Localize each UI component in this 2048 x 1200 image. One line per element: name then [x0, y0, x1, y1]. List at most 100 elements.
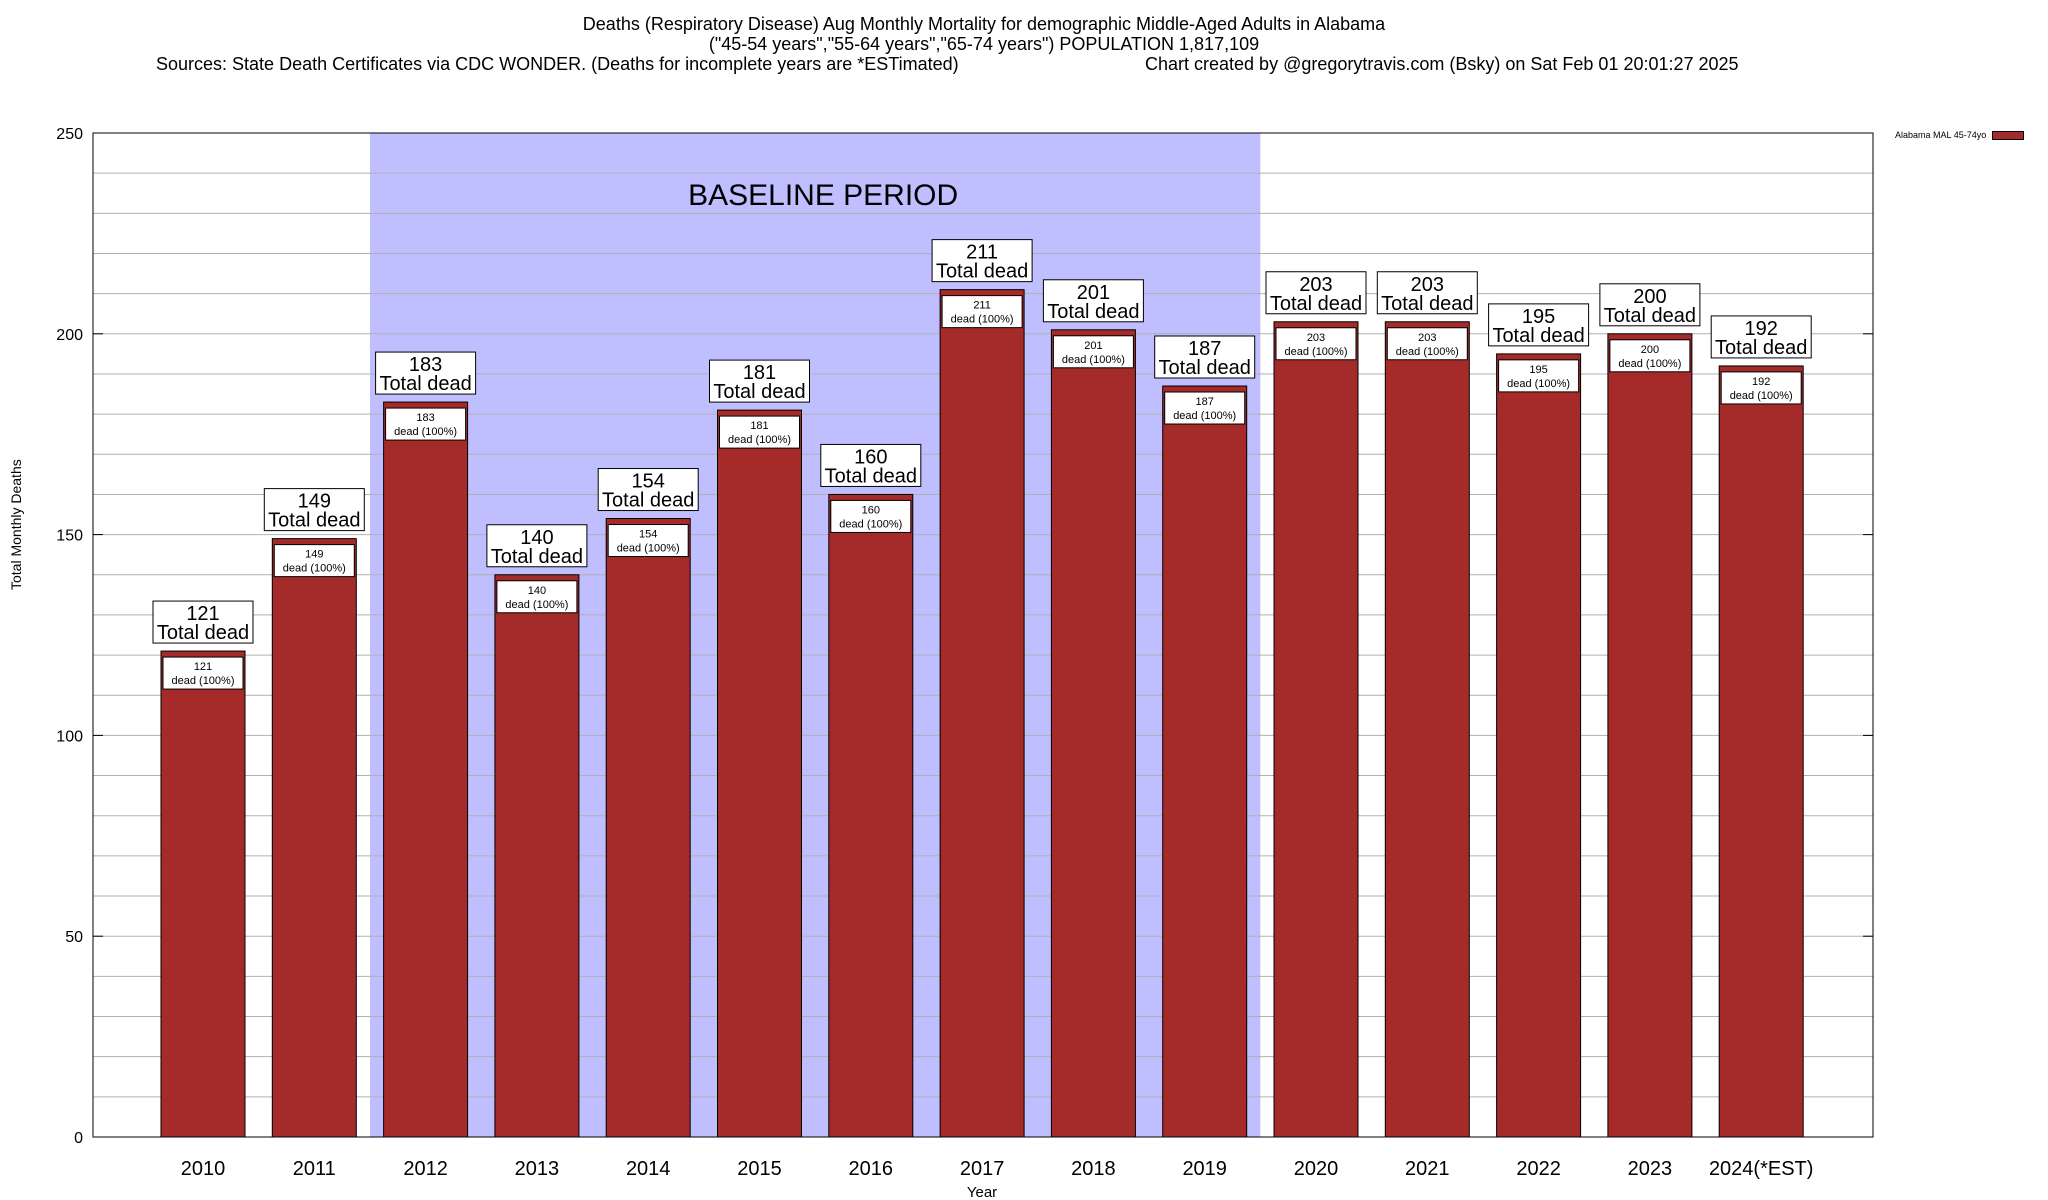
- x-tick-label: 2019: [1182, 1158, 1227, 1180]
- top-label-text: Total dead: [379, 373, 471, 395]
- top-label-value: 201: [1077, 282, 1110, 304]
- inner-label-text: dead (100%): [617, 543, 680, 555]
- top-label-box: [709, 359, 810, 403]
- inner-label-value: 200: [1641, 344, 1659, 356]
- x-tick-label: 2016: [849, 1158, 894, 1180]
- inner-label-box: [830, 499, 912, 533]
- top-label-value: 181: [743, 362, 776, 384]
- top-label-text: Total dead: [936, 261, 1028, 283]
- top-label-text: Total dead: [1381, 293, 1473, 315]
- x-tick-label: 2021: [1405, 1158, 1450, 1180]
- legend-label: Alabama MAL 45-74yo: [1895, 130, 1987, 140]
- bar: [271, 538, 357, 1138]
- inner-label-value: 121: [194, 661, 212, 673]
- inner-label-text: dead (100%): [1062, 354, 1125, 366]
- inner-label-box: [1498, 359, 1580, 393]
- top-label-value: 149: [298, 491, 331, 513]
- inner-label-text: dead (100%): [1396, 346, 1459, 358]
- y-tick-label: 150: [56, 528, 83, 545]
- inner-label-value: 140: [528, 585, 546, 597]
- top-label-text: Total dead: [157, 622, 249, 644]
- inner-label-value: 154: [639, 529, 657, 541]
- bar: [828, 493, 914, 1138]
- bar: [1384, 321, 1470, 1138]
- title-line-2: ("45-54 years","55-64 years","65-74 year…: [708, 34, 1260, 54]
- top-label-text: Total dead: [1159, 357, 1251, 379]
- plot-frame: [92, 132, 1874, 1138]
- legend-swatch: [1992, 130, 2025, 140]
- top-label-box: [152, 600, 254, 644]
- top-label-value: 187: [1188, 338, 1221, 360]
- chart-title: Deaths (Respiratory Disease) Aug Monthly…: [0, 14, 1968, 74]
- inner-label-box: [941, 295, 1023, 329]
- top-label-text: Total dead: [1270, 293, 1362, 315]
- top-label-box: [1376, 271, 1478, 315]
- inner-label-box: [1275, 327, 1357, 361]
- top-label-value: 211: [966, 242, 998, 264]
- top-label-box: [375, 351, 477, 395]
- inner-label-box: [1609, 339, 1691, 373]
- inner-label-text: dead (100%): [1730, 390, 1793, 402]
- inner-label-text: dead (100%): [505, 599, 568, 611]
- inner-label-text: dead (100%): [394, 426, 457, 438]
- inner-label-value: 211: [973, 300, 991, 312]
- top-label-text: Total dead: [825, 465, 917, 487]
- top-label-value: 203: [1299, 274, 1332, 296]
- y-axis-label: Total Monthly Deaths: [8, 459, 24, 590]
- x-tick-label: 2013: [515, 1158, 560, 1180]
- title-credit: Chart created by @gregorytravis.com (Bsk…: [1145, 54, 1739, 74]
- legend: Alabama MAL 45-74yo: [1895, 130, 2025, 140]
- inner-label-value: 187: [1196, 396, 1214, 408]
- top-label-value: 140: [520, 527, 553, 549]
- top-label-box: [1599, 283, 1701, 327]
- bar: [1050, 329, 1136, 1138]
- top-label-text: Total dead: [1492, 325, 1584, 347]
- top-label-value: 154: [632, 471, 665, 493]
- top-label-value: 203: [1411, 274, 1444, 296]
- inner-label-text: dead (100%): [951, 314, 1014, 326]
- inner-label-value: 203: [1307, 332, 1325, 344]
- x-axis-label: Year: [967, 1184, 997, 1200]
- top-label-box: [1154, 335, 1256, 379]
- top-label-value: 121: [186, 603, 219, 625]
- inner-label-box: [1052, 335, 1134, 369]
- title-line-1: Deaths (Respiratory Disease) Aug Monthly…: [582, 14, 1386, 34]
- inner-label-text: dead (100%): [172, 675, 235, 687]
- top-label-text: Total dead: [1604, 305, 1696, 327]
- inner-label-value: 201: [1084, 340, 1102, 352]
- inner-label-value: 183: [416, 412, 434, 424]
- top-label-text: Total dead: [602, 490, 694, 512]
- bar: [939, 289, 1025, 1138]
- top-label-box: [597, 468, 699, 512]
- y-tick-label: 250: [56, 126, 83, 143]
- top-label-box: [263, 488, 365, 532]
- inner-label-box: [385, 407, 467, 441]
- bar: [1273, 321, 1359, 1138]
- inner-label-value: 160: [862, 504, 880, 516]
- y-tick-label: 100: [56, 728, 83, 745]
- inner-label-value: 181: [750, 420, 768, 432]
- x-tick-label: 2015: [737, 1158, 782, 1180]
- bar: [1718, 365, 1804, 1138]
- top-label-box: [1488, 303, 1590, 347]
- y-tick-label: 200: [56, 327, 83, 344]
- y-tick-label: 0: [74, 1130, 83, 1147]
- inner-label-box: [162, 656, 244, 690]
- x-tick-label: 2010: [181, 1158, 226, 1180]
- x-tick-label: 2023: [1628, 1158, 1673, 1180]
- top-label-value: 192: [1745, 318, 1778, 340]
- inner-label-box: [607, 524, 689, 558]
- top-label-text: Total dead: [491, 546, 583, 568]
- bar: [1607, 333, 1693, 1138]
- top-label-box: [1265, 271, 1367, 315]
- inner-label-box: [496, 580, 578, 614]
- inner-label-box: [273, 544, 355, 578]
- top-label-box: [820, 443, 922, 487]
- top-label-box: [931, 239, 1033, 283]
- bar: [605, 518, 691, 1138]
- inner-label-text: dead (100%): [1173, 410, 1236, 422]
- top-label-text: Total dead: [268, 510, 360, 532]
- inner-label-box: [1386, 327, 1468, 361]
- top-label-value: 195: [1522, 306, 1555, 328]
